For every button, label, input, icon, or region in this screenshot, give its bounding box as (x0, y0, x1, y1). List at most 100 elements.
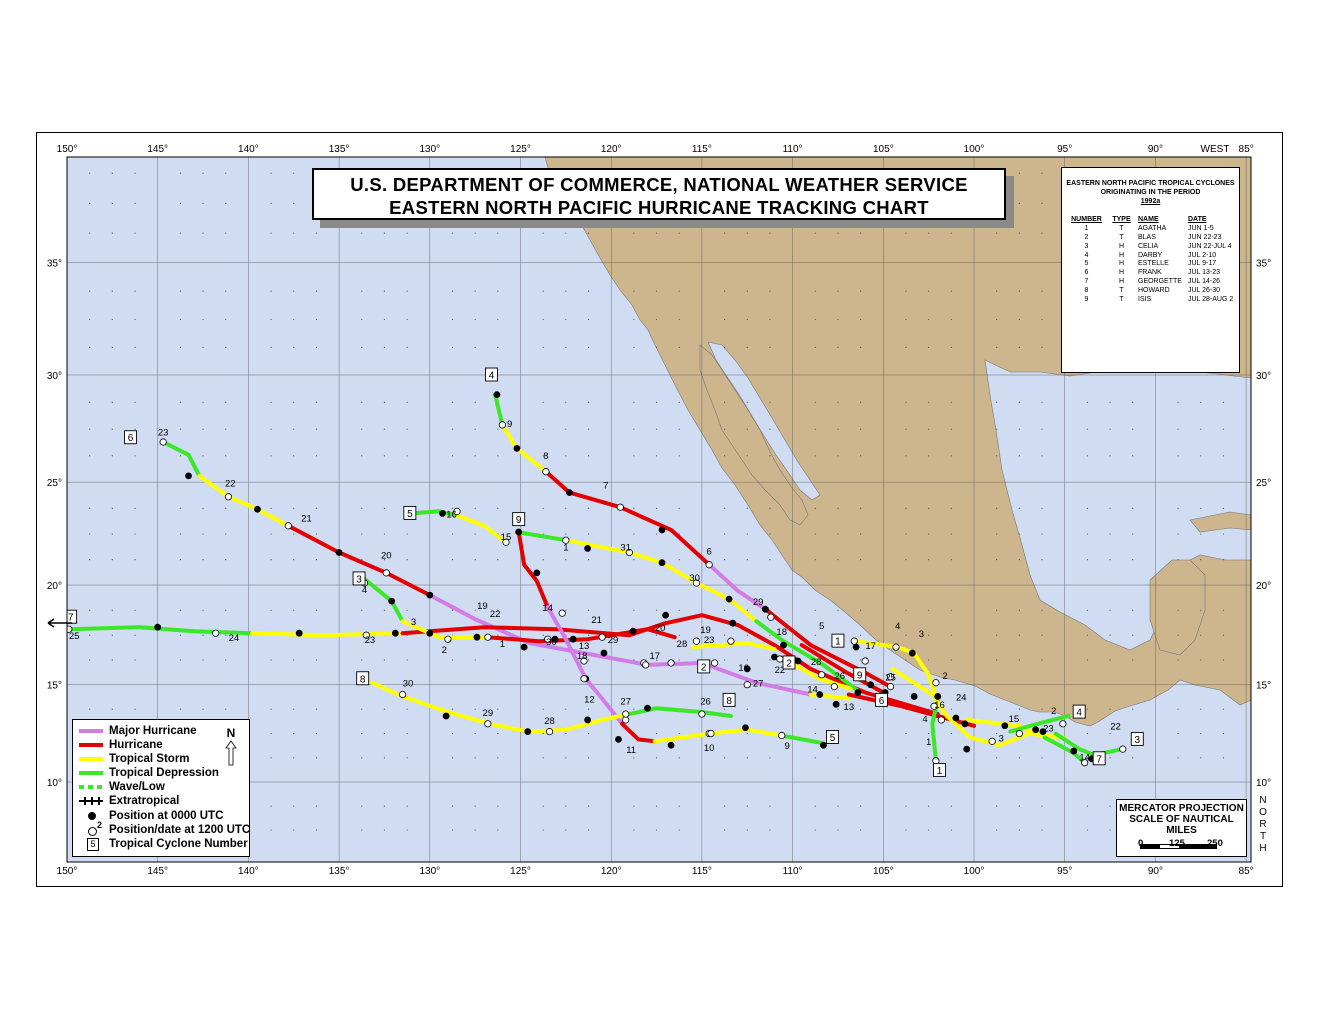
cyclone-number-label: 3 (1134, 735, 1140, 746)
track-date-label: 29 (753, 597, 764, 608)
grid-dot (1109, 609, 1111, 611)
grid-dot (293, 202, 295, 204)
grid-dot (723, 559, 726, 561)
grid-dot (1109, 732, 1111, 735)
lon-tick-bottom: 115° (692, 866, 712, 877)
cyclone-number-box (1130, 731, 1144, 746)
grid-dot (225, 172, 227, 174)
info-cell-date: JUL 14-26 (1188, 278, 1221, 286)
grid-dot (1109, 533, 1111, 535)
info-row: 2 T BLAS JUN 22-23 (1066, 234, 1235, 243)
grid-dot (928, 401, 930, 403)
grid-dot (1177, 634, 1179, 636)
track-date-label: 9 (507, 419, 512, 430)
grid-dot (905, 401, 907, 403)
track-date-label: 1 (500, 639, 505, 650)
grid-dot (837, 829, 839, 831)
grid-dot (293, 455, 295, 457)
grid-dot (1018, 533, 1020, 535)
position-1200 (705, 561, 713, 569)
track-date-label: 13 (844, 702, 855, 713)
grid-dot (451, 659, 454, 661)
position-0000 (1039, 728, 1047, 736)
grid-dot (225, 533, 227, 535)
track-date-label: 14 (1079, 753, 1090, 764)
grid-dot (746, 455, 748, 457)
grid-dot (928, 805, 930, 807)
grid-dot (134, 455, 136, 457)
info-cell-type: H (1118, 242, 1125, 250)
grid-dot (225, 290, 227, 292)
info-cell-date: JUL 9-17 (1188, 260, 1217, 268)
grid-dot (1041, 559, 1043, 561)
grid-dot (1041, 401, 1043, 403)
position-1200 (580, 657, 588, 665)
info-cell-type: H (1118, 260, 1125, 268)
track-segment (514, 530, 568, 543)
scale-tick-0: 0 (1138, 838, 1144, 849)
grid-dot (565, 757, 567, 759)
position-0000 (185, 472, 192, 480)
grid-dot (1109, 634, 1111, 636)
track-date-label: 30 (689, 573, 700, 584)
track-date-label: 18 (776, 627, 787, 638)
grid-dot (1222, 428, 1225, 430)
grid-dot (723, 757, 726, 759)
grid-dot (1109, 559, 1111, 561)
grid-dot (542, 455, 544, 457)
grid-dot (361, 455, 363, 457)
grid-dot (905, 346, 907, 349)
cyclone-number-label: 1 (835, 637, 841, 648)
info-cell-num: 1 (1084, 224, 1089, 232)
grid-dot (383, 507, 386, 509)
grid-dot (1018, 232, 1020, 234)
grid-dot (1086, 757, 1088, 759)
cyclone-number-box (1092, 751, 1106, 766)
grid-dot (451, 401, 454, 403)
track-date-label: 26 (700, 696, 711, 707)
grid-dot (587, 318, 590, 321)
grid-dot (950, 290, 952, 292)
position-1200 (667, 659, 675, 667)
grid-dot (1177, 757, 1179, 759)
lon-tick-bottom: 90° (1148, 866, 1163, 877)
grid-dot (361, 732, 363, 735)
position-0000 (1001, 722, 1009, 730)
lat-tick-left: 30° (47, 371, 62, 382)
legend-hurricane: Hurricane (77, 738, 163, 752)
grid-dot (860, 659, 862, 661)
cyclone-number-label: 6 (128, 433, 134, 444)
grid-dot (474, 533, 476, 535)
grid-dot (587, 634, 590, 636)
grid-dot (928, 732, 930, 735)
grid-dot (361, 318, 363, 321)
grid-dot (134, 232, 136, 234)
grid-dot (134, 428, 136, 430)
grid-dot (814, 829, 816, 831)
grid-dot (950, 805, 952, 807)
grid-dot (497, 318, 499, 321)
position-1200 (67, 625, 73, 633)
lat-tick-left: 20° (47, 581, 62, 592)
position-1200 (937, 716, 945, 724)
grid-dot (1222, 708, 1225, 710)
grid-dot (542, 507, 544, 509)
grid-dot (179, 172, 181, 174)
position-0000 (335, 549, 343, 556)
grid-dot (383, 659, 386, 661)
grid-dot (905, 829, 907, 831)
track-segment (1008, 714, 1071, 734)
grid-dot (202, 634, 204, 636)
grid-dot (565, 559, 567, 561)
grid-dot (474, 659, 476, 661)
position-1200 (767, 613, 775, 621)
grid-dot (383, 805, 386, 807)
position-1200 (542, 468, 550, 476)
position-0000 (961, 720, 969, 728)
north-letter: O (1259, 807, 1267, 818)
grid-dot (746, 533, 748, 535)
position-0000 (513, 444, 521, 452)
grid-dot (1200, 609, 1202, 611)
grid-dot (1041, 708, 1043, 710)
grid-dot (315, 533, 318, 535)
